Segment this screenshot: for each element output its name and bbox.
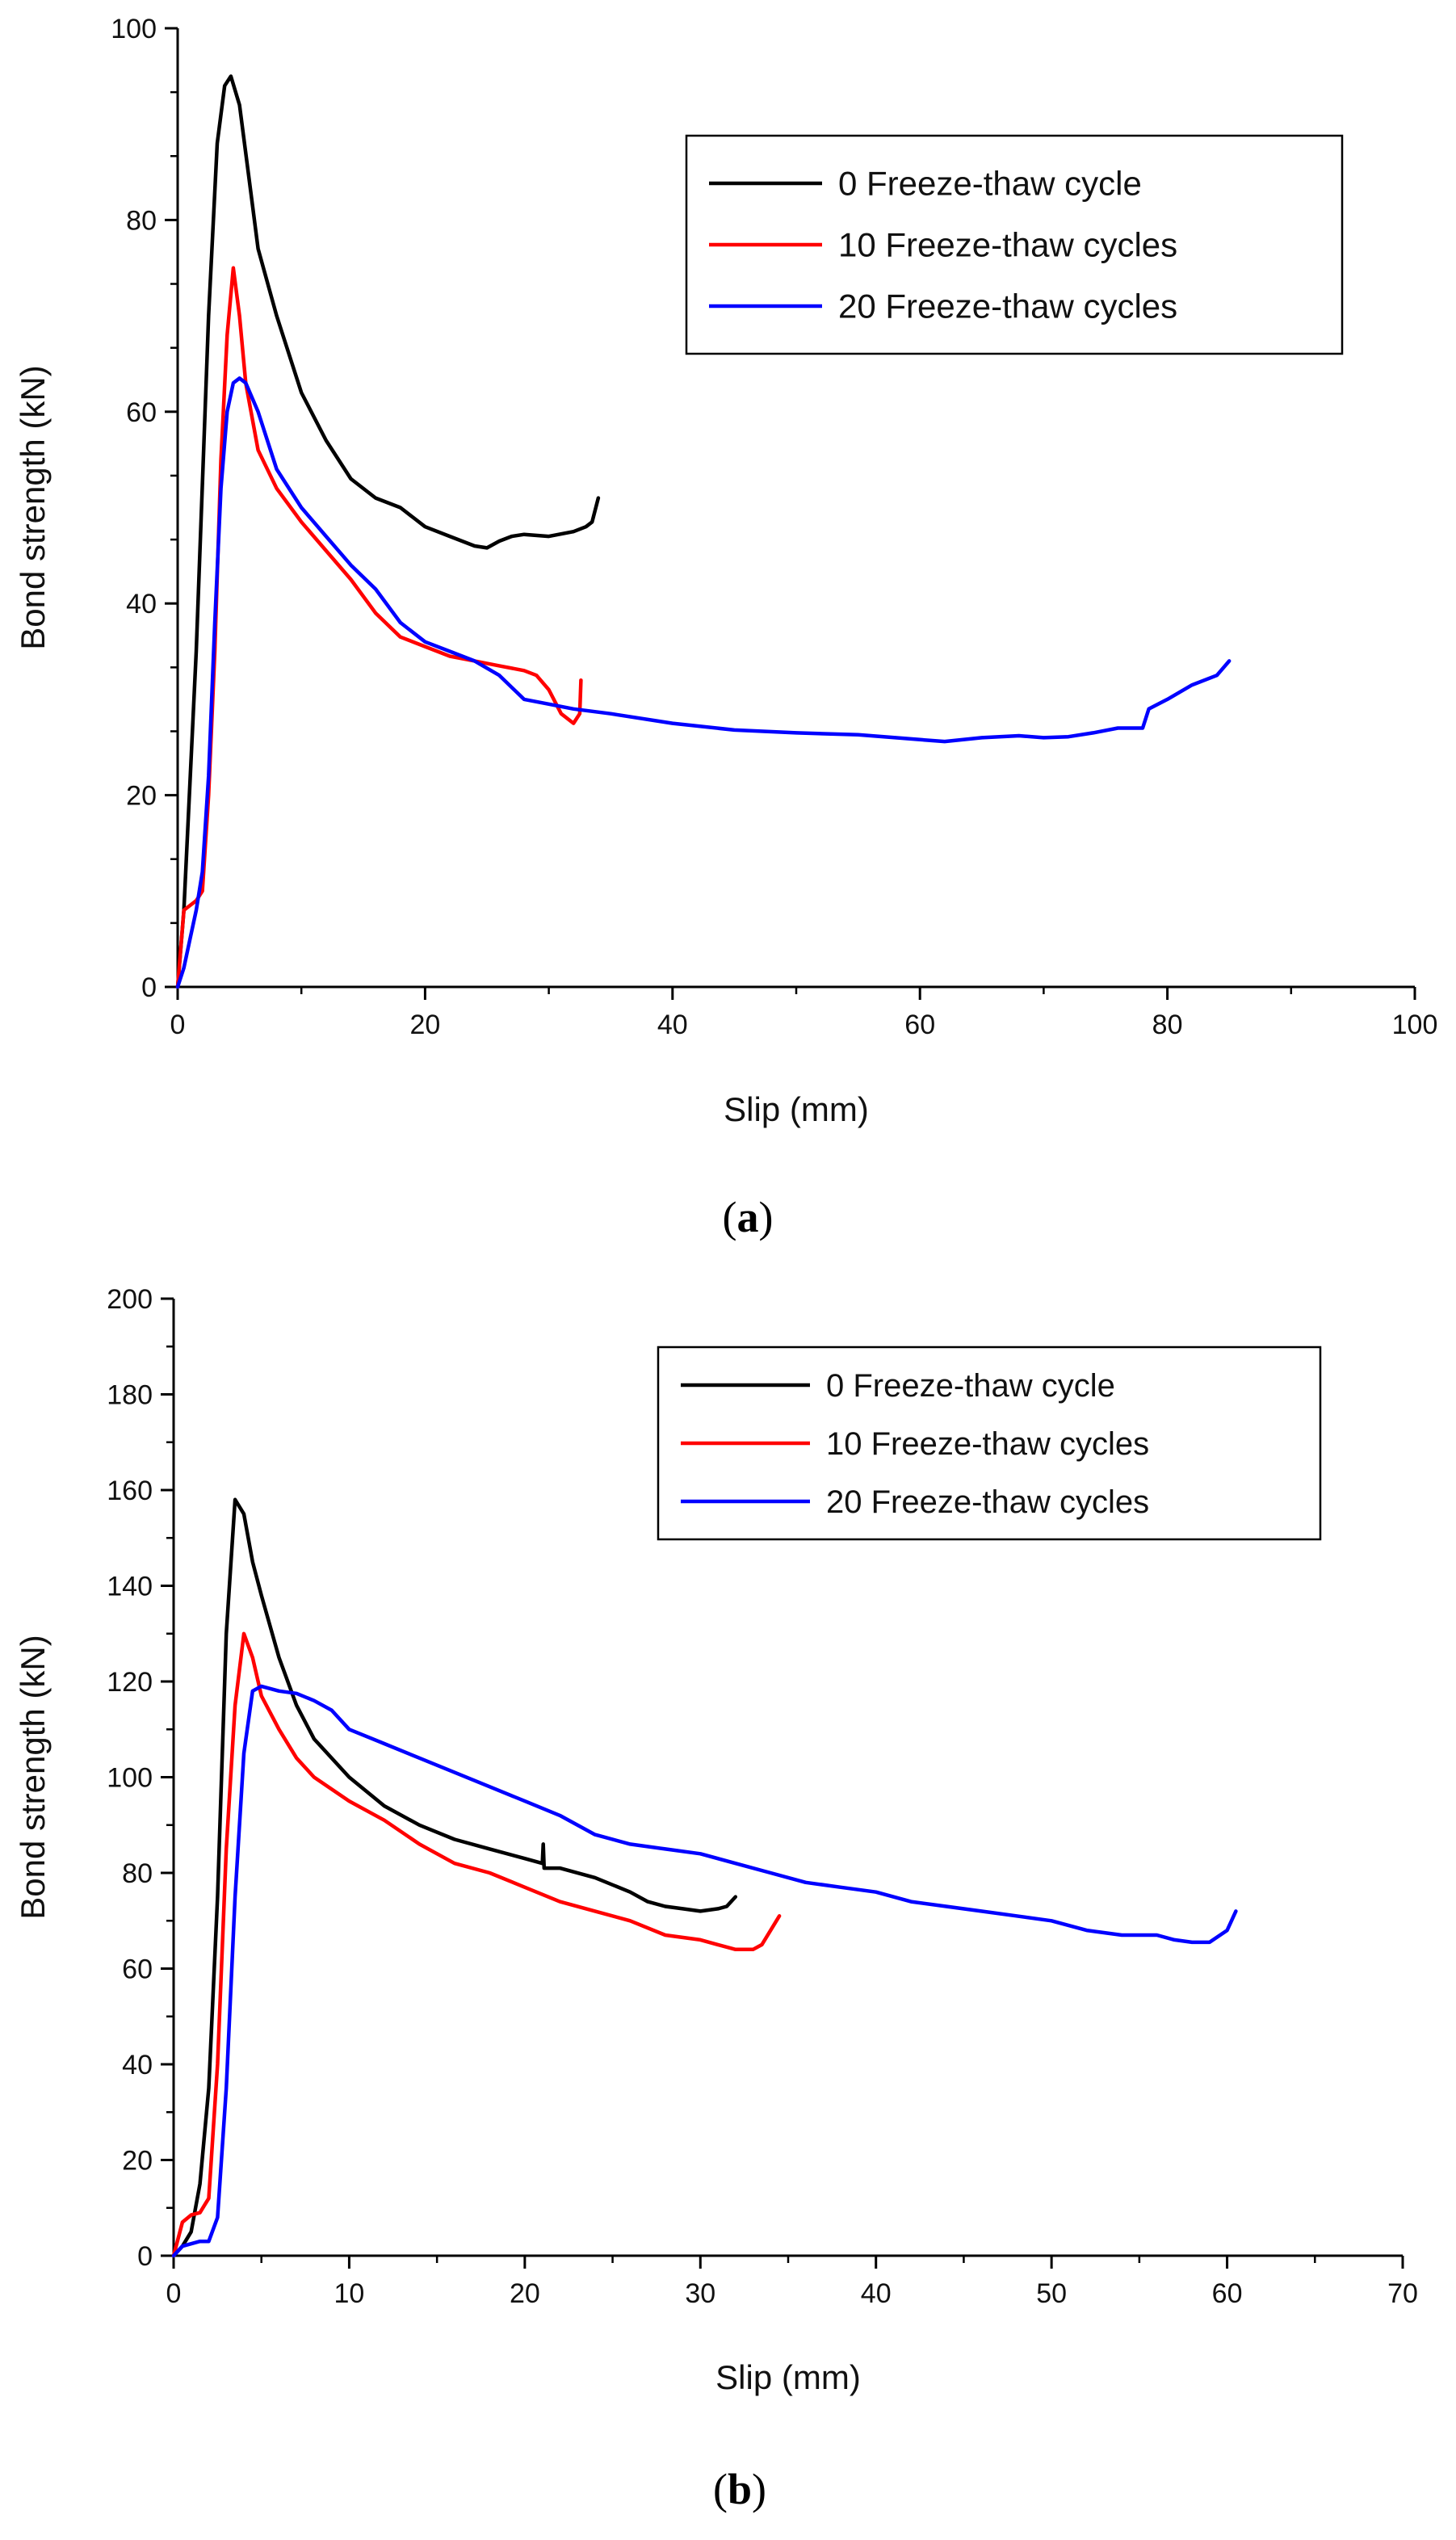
y-tick-label: 100: [107, 1763, 153, 1794]
x-tick-label: 0: [166, 2278, 182, 2309]
x-tick-label: 40: [861, 2278, 892, 2309]
x-tick-label: 20: [510, 2278, 540, 2309]
y-tick-label: 40: [122, 2050, 153, 2080]
x-axis-label: Slip (mm): [715, 2358, 861, 2396]
y-tick-label: 60: [122, 1954, 153, 1985]
y-tick-label: 180: [107, 1380, 153, 1411]
series-line-2: [171, 1631, 782, 2258]
series-line-2: [175, 266, 583, 989]
legend-label: 10 Freeze-thaw cycles: [838, 226, 1177, 264]
legend-label: 0 Freeze-thaw cycle: [838, 165, 1142, 203]
y-tick-label: 100: [111, 14, 157, 44]
legend: 0 Freeze-thaw cycle 10 Freeze-thaw cycles…: [657, 1346, 1322, 1541]
y-tick-label: 20: [126, 781, 157, 812]
panel-caption: (a): [723, 1193, 774, 1241]
series-line-1: [171, 1497, 738, 2258]
x-tick-label: 60: [904, 1010, 935, 1040]
legend-label: 0 Freeze-thaw cycle: [826, 1368, 1115, 1404]
y-tick-label: 40: [126, 589, 157, 619]
x-tick-label: 40: [657, 1010, 688, 1040]
x-tick-label: 0: [170, 1010, 186, 1040]
y-axis-label: Bond strength (kN): [14, 365, 52, 650]
x-tick-label: 80: [1152, 1010, 1183, 1040]
series-line-3: [171, 1684, 1238, 2258]
y-axis-label: Bond strength (kN): [14, 1635, 52, 1920]
legend: 0 Freeze-thaw cycle 10 Freeze-thaw cycles…: [685, 134, 1344, 355]
legend-label: 20 Freeze-thaw cycles: [838, 288, 1177, 325]
panel-caption: (b): [713, 2465, 766, 2513]
x-tick-label: 100: [1392, 1010, 1438, 1040]
y-tick-label: 160: [107, 1476, 153, 1506]
chart-panel-b: 0 10 20 30 40 50 60 70 0 20 40 60 80 100 120 140 160 180 2…: [14, 1284, 1418, 2513]
x-tick-label: 20: [409, 1010, 440, 1040]
x-tick-label: 50: [1036, 2278, 1067, 2309]
y-tick-label: 120: [107, 1667, 153, 1698]
y-tick-label: 200: [107, 1284, 153, 1315]
y-tick-label: 80: [122, 1858, 153, 1889]
x-axis-label: Slip (mm): [724, 1090, 869, 1128]
series-line-1: [175, 74, 601, 989]
y-tick-label: 140: [107, 1572, 153, 1602]
chart-panel-a: 0 20 40 60 80 100 0 20 40 60 80 100 Slip (mm) Bond st…: [14, 14, 1437, 1241]
x-tick-label: 10: [334, 2278, 365, 2309]
y-tick-label: 20: [122, 2146, 153, 2177]
x-tick-label: 60: [1212, 2278, 1243, 2309]
x-tick-label: 70: [1387, 2278, 1418, 2309]
y-tick-label: 0: [137, 2241, 153, 2272]
legend-label: 20 Freeze-thaw cycles: [826, 1484, 1149, 1520]
y-tick-label: 60: [126, 397, 157, 428]
x-tick-label: 30: [685, 2278, 715, 2309]
y-tick-label: 80: [126, 205, 157, 236]
series-line-3: [175, 376, 1232, 989]
y-tick-label: 0: [141, 972, 157, 1003]
legend-label: 10 Freeze-thaw cycles: [826, 1426, 1149, 1462]
